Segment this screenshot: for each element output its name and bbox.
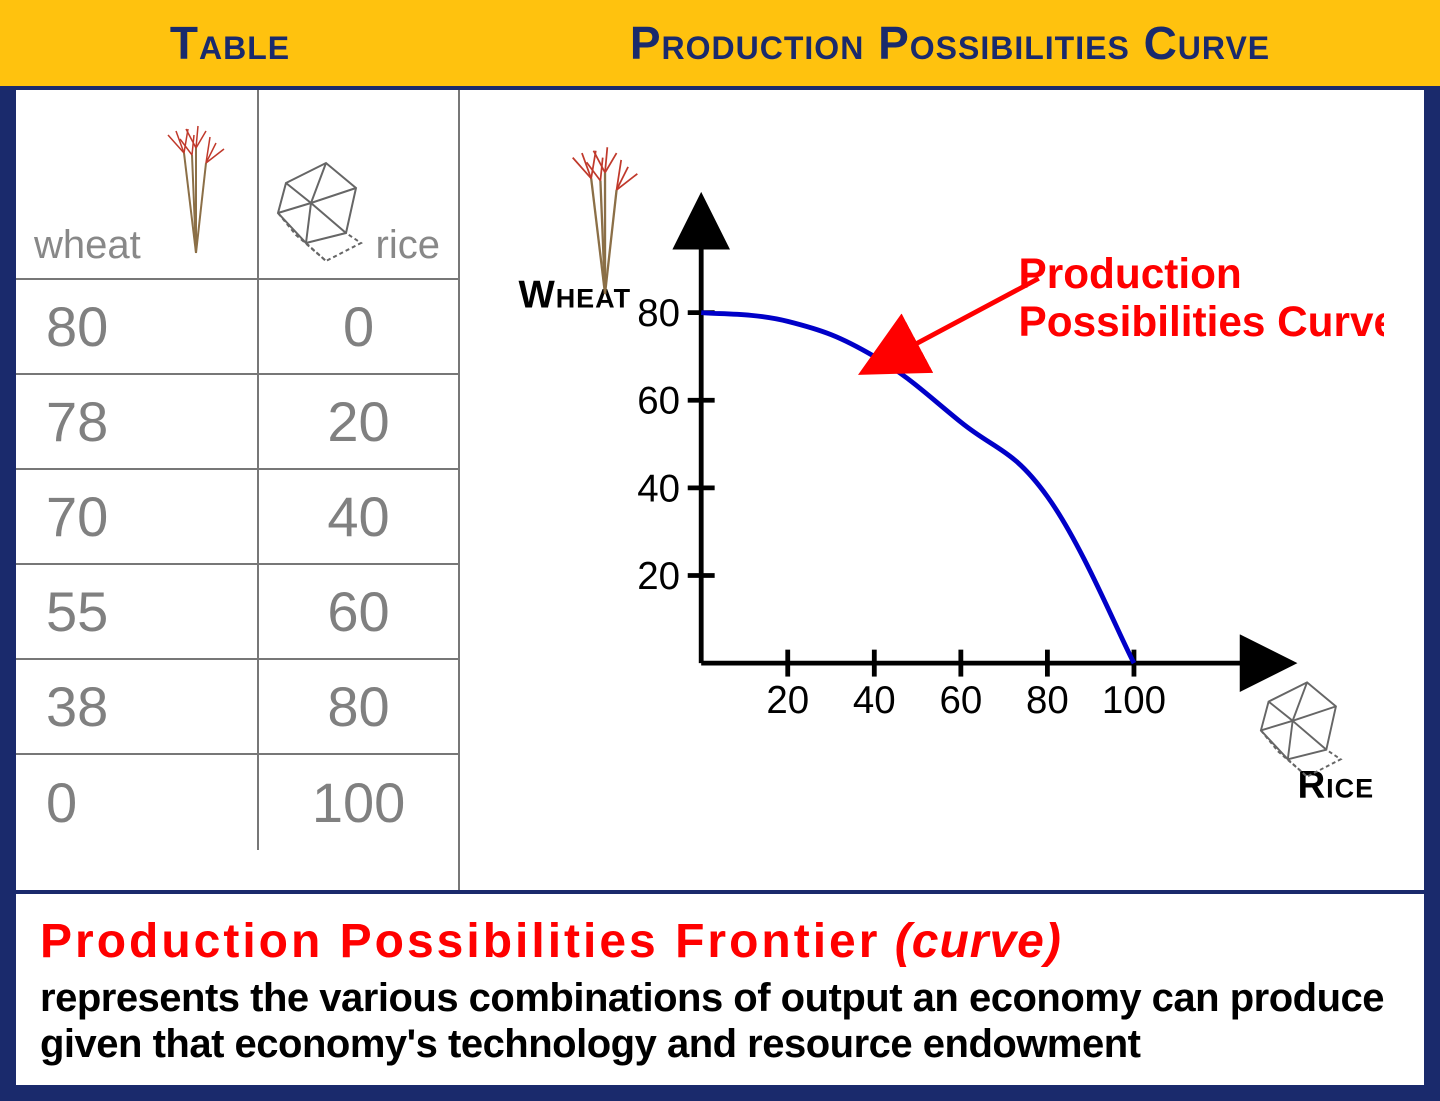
y-tick-label: 60 <box>637 380 680 423</box>
table-header-row: wheat <box>16 90 458 280</box>
y-tick-label: 20 <box>637 555 680 598</box>
callout-line2: Possibilities Curve <box>1019 298 1384 345</box>
table-cell-wheat: 0 <box>16 755 259 850</box>
rice-icon <box>256 138 376 268</box>
y-tick-label: 80 <box>637 292 680 335</box>
table-cell-rice: 60 <box>259 565 458 658</box>
table-cell-rice: 40 <box>259 470 458 563</box>
rice-icon <box>1261 682 1341 776</box>
footer-body: represents the various combinations of o… <box>40 975 1400 1067</box>
x-tick-label: 100 <box>1102 679 1166 722</box>
callout-line1: Production <box>1019 250 1242 297</box>
table-panel: wheat <box>16 90 460 890</box>
x-tick-label: 20 <box>766 679 809 722</box>
table-cell-wheat: 38 <box>16 660 259 753</box>
header-row: Table Production Possibilities Curve <box>0 0 1440 90</box>
table-row: 800 <box>16 280 458 375</box>
table-cell-rice: 80 <box>259 660 458 753</box>
footer-title: Production Possibilities Frontier (curve… <box>40 914 1400 969</box>
x-tick-label: 80 <box>1026 679 1069 722</box>
wheat-icon <box>141 118 251 268</box>
table-row: 7820 <box>16 375 458 470</box>
ppc-chart: 20 40 60 80 20 40 60 80 100 Wheat Rice ProductionPo… <box>480 110 1384 870</box>
y-axis-label: Wheat <box>518 273 631 316</box>
wheat-icon <box>573 147 638 294</box>
table-row: 7040 <box>16 470 458 565</box>
ppc-curve <box>701 313 1134 663</box>
content-row: wheat <box>0 90 1440 890</box>
table-col-rice-label: rice <box>376 223 440 268</box>
chart-panel: 20 40 60 80 20 40 60 80 100 Wheat Rice ProductionPo… <box>460 90 1424 890</box>
table-cell-rice: 0 <box>259 280 458 373</box>
header-table-label: Table <box>0 0 460 86</box>
table-cell-rice: 100 <box>259 755 458 850</box>
footer-title-main: Production Possibilities Frontier <box>40 915 880 968</box>
frame: Table Production Possibilities Curve whe… <box>0 0 1440 1101</box>
x-axis-label: Rice <box>1297 764 1374 807</box>
table-cell-wheat: 55 <box>16 565 259 658</box>
header-chart-label: Production Possibilities Curve <box>460 0 1440 86</box>
table-row: 5560 <box>16 565 458 660</box>
y-tick-label: 40 <box>637 467 680 510</box>
table-row: 0100 <box>16 755 458 850</box>
table-col-rice: rice <box>259 90 458 278</box>
table-cell-rice: 20 <box>259 375 458 468</box>
x-tick-label: 60 <box>939 679 982 722</box>
table-body: 80078207040556038800100 <box>16 280 458 850</box>
table-col-wheat-label: wheat <box>34 223 141 268</box>
table-row: 3880 <box>16 660 458 755</box>
footer-title-paren: (curve) <box>880 915 1061 968</box>
table-col-wheat: wheat <box>16 90 259 278</box>
table-cell-wheat: 80 <box>16 280 259 373</box>
table-cell-wheat: 78 <box>16 375 259 468</box>
x-tick-label: 40 <box>853 679 896 722</box>
table-cell-wheat: 70 <box>16 470 259 563</box>
footer: Production Possibilities Frontier (curve… <box>0 890 1440 1101</box>
